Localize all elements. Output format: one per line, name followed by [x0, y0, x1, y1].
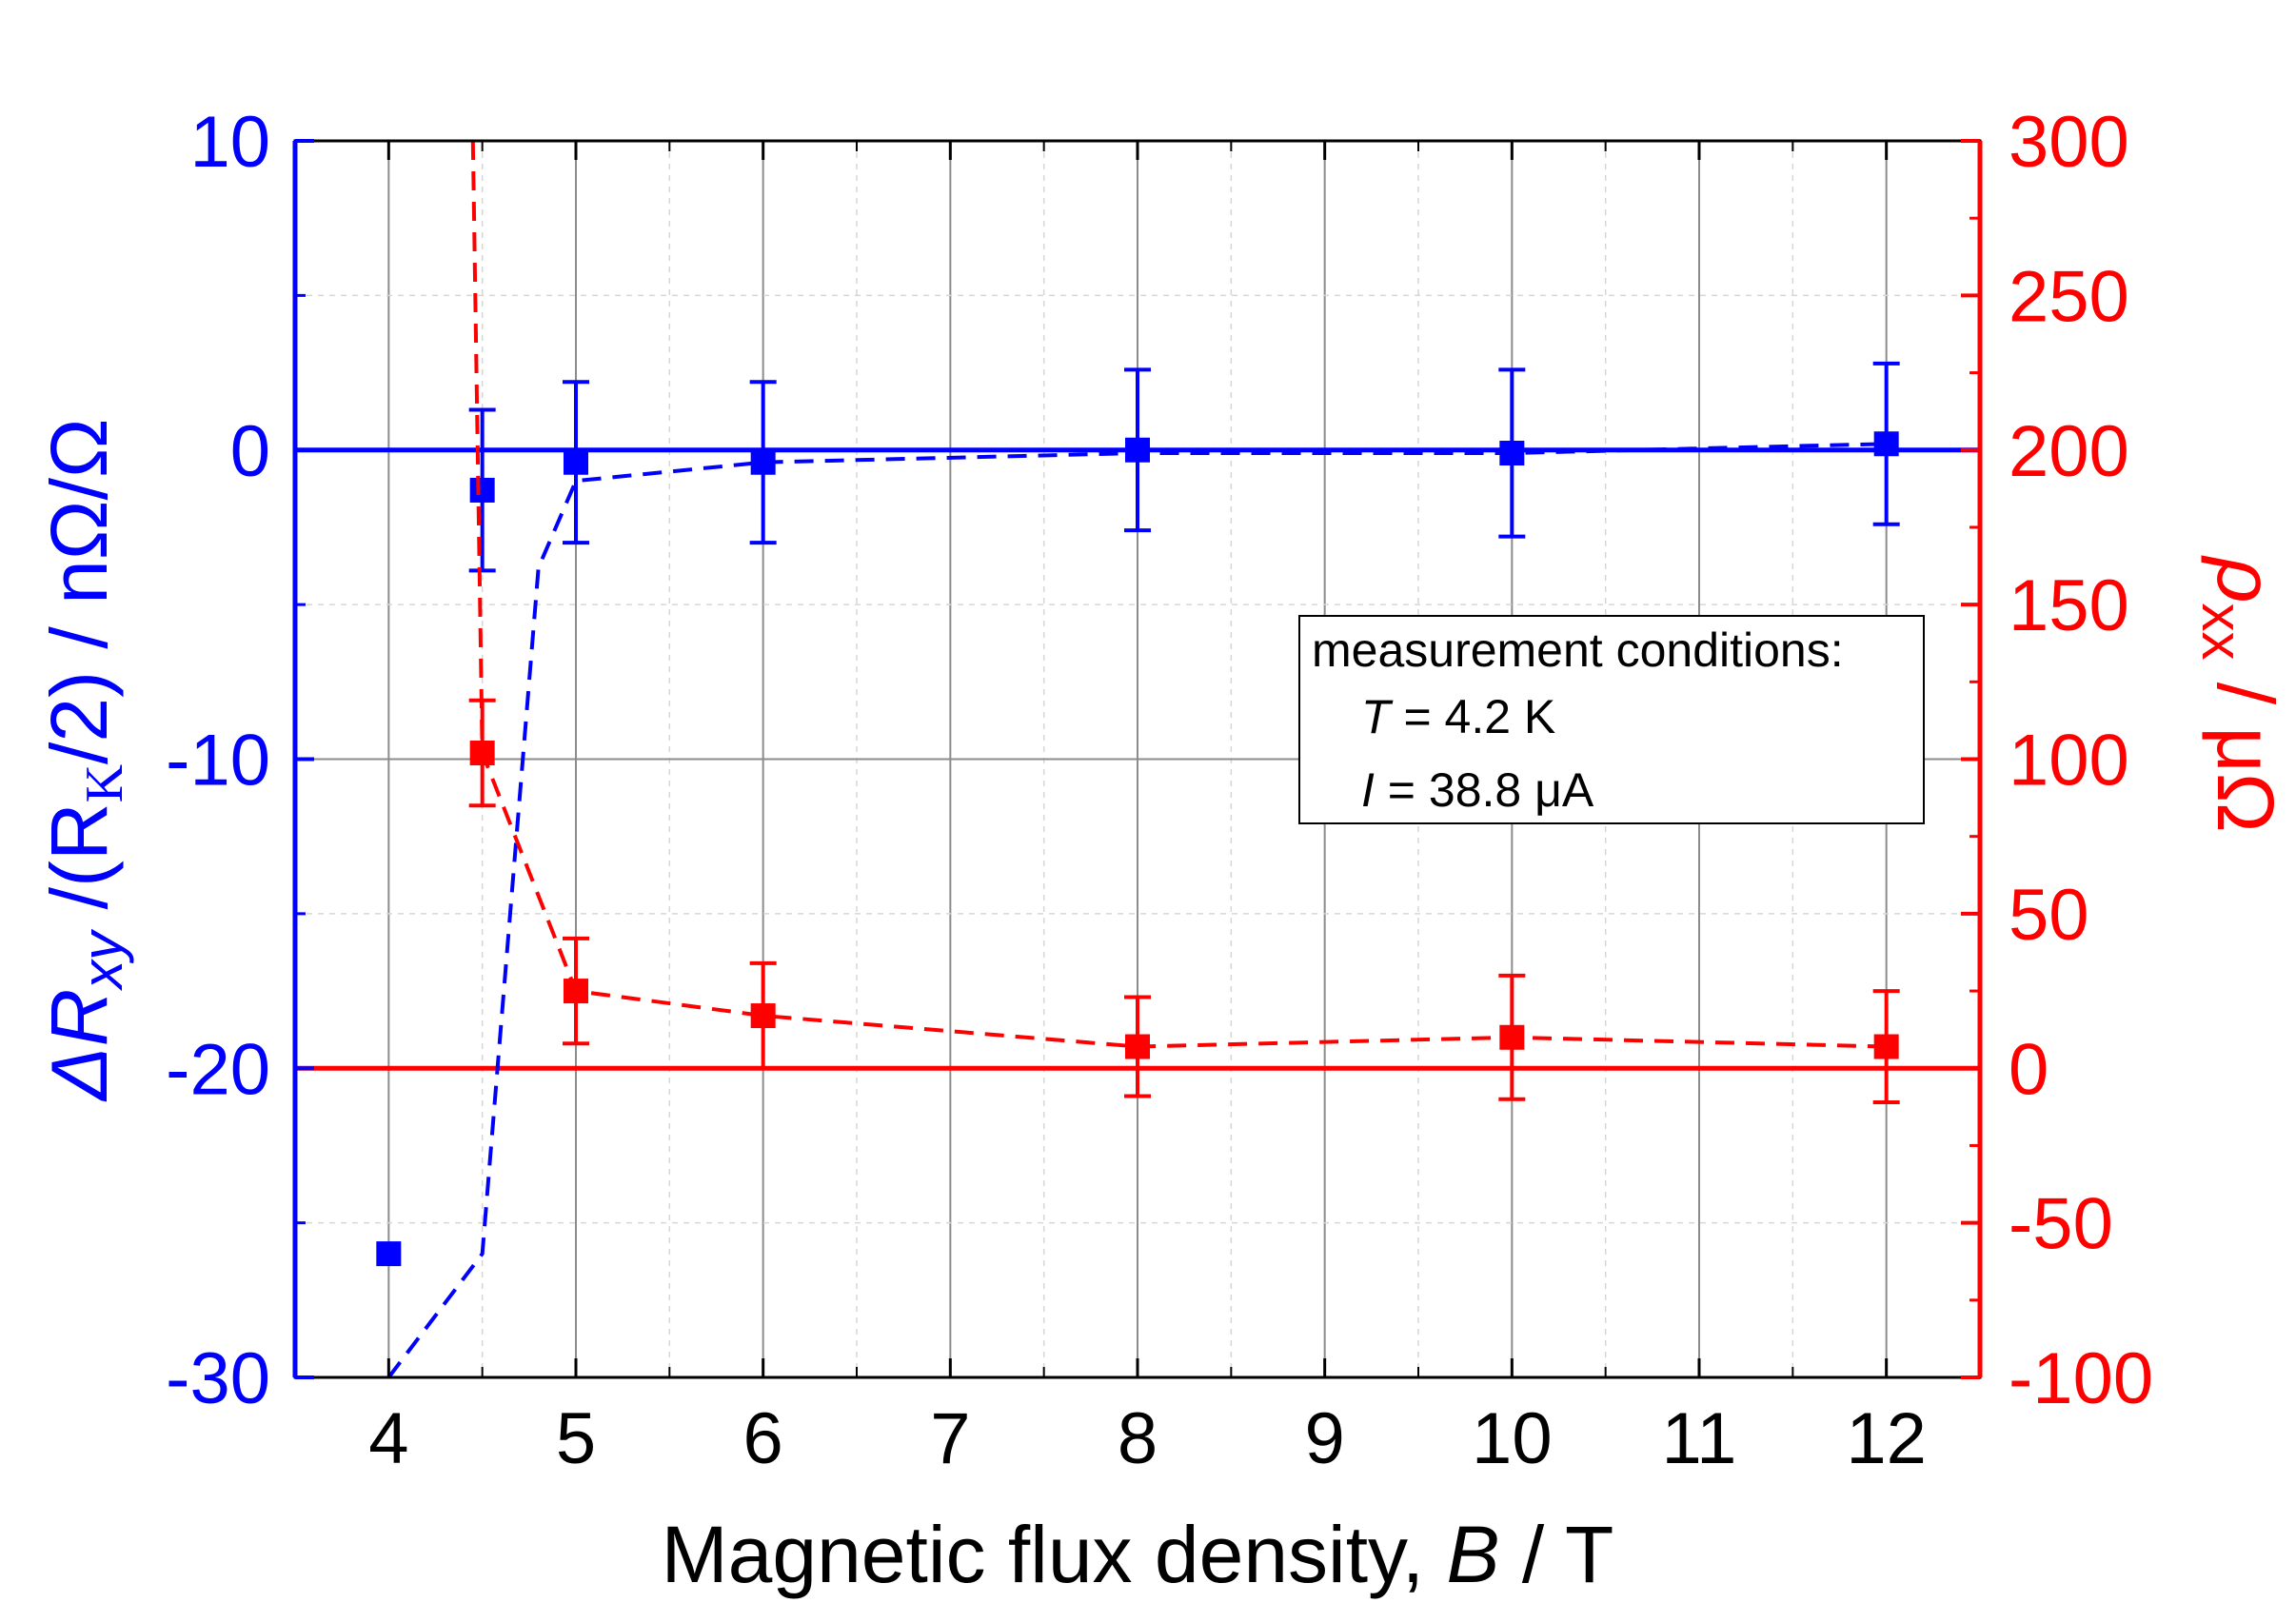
series-dashed-line [470, 140, 1887, 1049]
x-axis-title: Magnetic flux density, B / T [662, 1510, 1614, 1599]
legend-temperature: T = 4.2 K [1361, 690, 1555, 743]
x-tick-label: 5 [556, 1398, 596, 1479]
data-point [376, 1241, 402, 1267]
data-point [1873, 1034, 1899, 1059]
legend-current: I = 38.8 μA [1361, 763, 1594, 817]
data-point [564, 449, 588, 475]
legend-frame [1298, 615, 1925, 824]
y-right-tick-label: 300 [2009, 102, 2129, 183]
y-right-tick-label: 200 [2009, 411, 2129, 492]
y-left-tick-label: -20 [166, 1029, 270, 1110]
x-tick-label: 8 [1118, 1398, 1158, 1479]
x-tick-label: 9 [1305, 1398, 1345, 1479]
y-left-tick-label: 0 [230, 411, 270, 492]
y-right-tick-label: 250 [2009, 256, 2129, 337]
data-point [469, 477, 495, 503]
y-left-tick-label: 10 [189, 102, 270, 183]
data-point [750, 1003, 776, 1029]
data-point [1125, 1034, 1150, 1059]
data-point [1873, 431, 1899, 457]
legend-box: measurement conditions: T = 4.2 K I = 38… [1298, 615, 1925, 824]
x-tick-label: 12 [1846, 1398, 1927, 1479]
x-tick-label: 7 [930, 1398, 970, 1479]
y-right-tick-label: 50 [2009, 875, 2089, 956]
series-dashed-line [386, 442, 1887, 1379]
y-left-tick-label: -10 [166, 721, 270, 802]
y-left-tick-label: -30 [166, 1338, 270, 1419]
y-right-tick-label: 0 [2009, 1029, 2049, 1110]
series-rho-xx [468, 140, 1900, 1104]
series-delta-rxy [376, 361, 1900, 1379]
y-right-tick-label: -50 [2009, 1184, 2113, 1265]
x-tick-label: 11 [1662, 1398, 1737, 1479]
data-point [750, 449, 776, 475]
y-right-tick-label: -100 [2009, 1338, 2153, 1419]
y-right-axis-title: ρxx / μΩ [2190, 554, 2290, 832]
y-left-axis-title: ΔRxy /(RK/2) / nΩ/Ω [34, 418, 134, 1101]
y-right-tick-label: 150 [2009, 565, 2129, 646]
data-point [469, 741, 495, 766]
x-tick-label: 6 [743, 1398, 783, 1479]
y-right-tick-label: 100 [2009, 721, 2129, 802]
data-point [1125, 437, 1150, 463]
data-point [564, 979, 588, 1004]
data-point [1499, 1024, 1525, 1050]
x-tick-label: 4 [368, 1398, 408, 1479]
axes: 4 5 6 7 8 9 10 11 12-30-20-10010-100-50050100150… [166, 102, 2153, 1479]
x-tick-label: 10 [1472, 1398, 1553, 1479]
series [376, 140, 1900, 1379]
data-point [1499, 440, 1525, 465]
legend-title: measurement conditions: [1312, 623, 1844, 677]
